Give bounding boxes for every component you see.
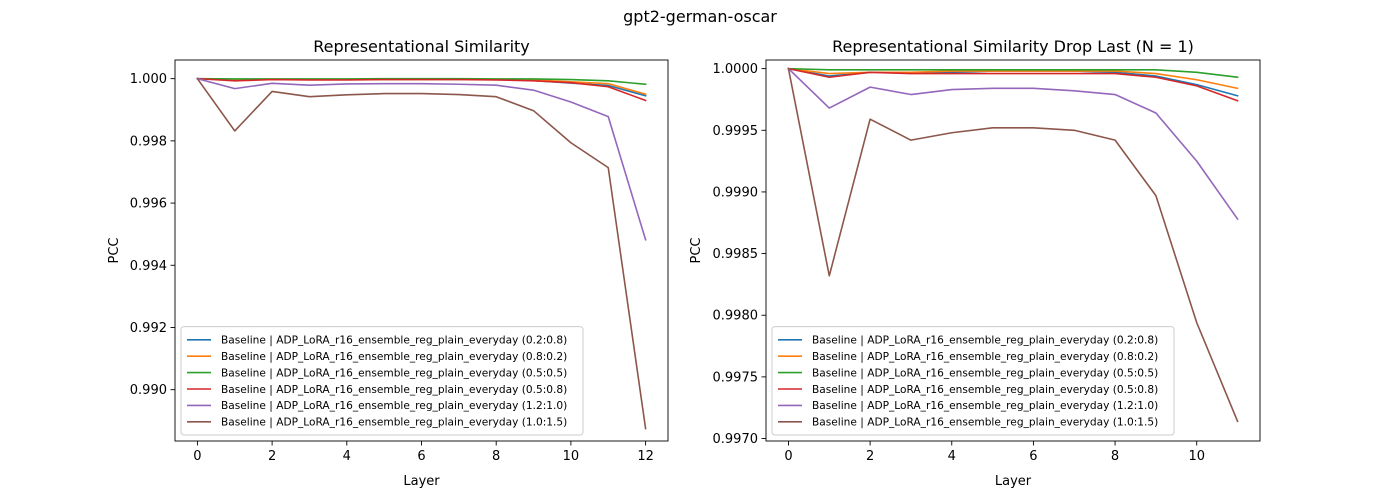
legend-label-6: Baseline | ADP_LoRA_r16_ensemble_reg_pla… [221, 417, 567, 429]
x-tick-label: 4 [343, 449, 351, 464]
y-tick-label: 0.992 [130, 321, 167, 336]
legend: Baseline | ADP_LoRA_r16_ensemble_reg_pla… [180, 326, 584, 436]
x-tick-label: 10 [563, 449, 580, 464]
series-group [787, 67, 1239, 423]
x-axis-label: Layer [403, 474, 440, 489]
series-line-3 [787, 67, 1239, 79]
x-tick-label: 12 [637, 449, 654, 464]
y-tick-label: 0.998 [130, 134, 167, 149]
y-tick-label: 0.996 [130, 197, 167, 212]
y-tick-label: 0.9980 [713, 309, 759, 324]
legend-label-2: Baseline | ADP_LoRA_r16_ensemble_reg_pla… [221, 351, 567, 363]
series-line-6 [196, 77, 647, 430]
legend-label-6: Baseline | ADP_LoRA_r16_ensemble_reg_pla… [812, 417, 1158, 429]
series-line-5 [196, 77, 647, 241]
y-tick-label: 0.994 [130, 259, 167, 274]
series-line-4 [787, 67, 1239, 102]
y-tick-label: 0.9975 [713, 370, 759, 385]
x-tick-label: 2 [268, 449, 276, 464]
x-tick-label: 2 [866, 449, 874, 464]
y-tick-label: 1.000 [130, 72, 167, 87]
legend-label-2: Baseline | ADP_LoRA_r16_ensemble_reg_pla… [812, 351, 1158, 363]
series-line-2 [196, 77, 647, 96]
legend-label-5: Baseline | ADP_LoRA_r16_ensemble_reg_pla… [812, 400, 1158, 412]
x-tick-label: 0 [784, 449, 792, 464]
legend-frame [771, 326, 1175, 436]
x-tick-label: 6 [1029, 449, 1037, 464]
y-tick-label: 0.9995 [713, 124, 759, 139]
x-tick-label: 8 [492, 449, 500, 464]
figure-title: gpt2-german-oscar [623, 7, 777, 26]
y-axis-label: PCC [107, 238, 122, 264]
chart-panel-2: Representational Similarity Drop Last (N… [689, 37, 1261, 489]
series-line-5 [787, 67, 1239, 221]
x-tick-label: 0 [193, 449, 201, 464]
y-axis-label: PCC [689, 238, 704, 264]
y-tick-label: 1.0000 [713, 62, 759, 77]
y-tick-label: 0.9985 [713, 247, 759, 262]
y-tick-label: 0.9970 [713, 432, 759, 447]
legend: Baseline | ADP_LoRA_r16_ensemble_reg_pla… [771, 326, 1175, 436]
legend-label-3: Baseline | ADP_LoRA_r16_ensemble_reg_pla… [812, 367, 1158, 379]
legend-frame [180, 326, 584, 436]
chart-panel-1: Representational Similarity 0 2 4 6 8 10 12 0.99… [107, 37, 669, 489]
x-axis-label: Layer [995, 474, 1032, 489]
x-tick-label: 10 [1188, 449, 1205, 464]
x-tick-label: 6 [417, 449, 425, 464]
legend-label-4: Baseline | ADP_LoRA_r16_ensemble_reg_pla… [812, 384, 1158, 396]
x-tick-label: 8 [1111, 449, 1119, 464]
x-tick-label: 4 [948, 449, 956, 464]
series-line-6 [787, 67, 1239, 423]
y-tick-label: 0.9990 [713, 185, 759, 200]
axes-frame [765, 59, 1261, 442]
y-tick-label: 0.990 [130, 383, 167, 398]
legend-label-3: Baseline | ADP_LoRA_r16_ensemble_reg_pla… [221, 367, 567, 379]
series-group [196, 77, 647, 430]
legend-label-4: Baseline | ADP_LoRA_r16_ensemble_reg_pla… [221, 384, 567, 396]
chart-title: Representational Similarity Drop Last (N… [832, 37, 1194, 56]
legend-label-1: Baseline | ADP_LoRA_r16_ensemble_reg_pla… [221, 335, 567, 347]
legend-label-5: Baseline | ADP_LoRA_r16_ensemble_reg_pla… [221, 400, 567, 412]
series-line-4 [196, 77, 647, 102]
legend-label-1: Baseline | ADP_LoRA_r16_ensemble_reg_pla… [812, 335, 1158, 347]
chart-title: Representational Similarity [313, 37, 530, 56]
